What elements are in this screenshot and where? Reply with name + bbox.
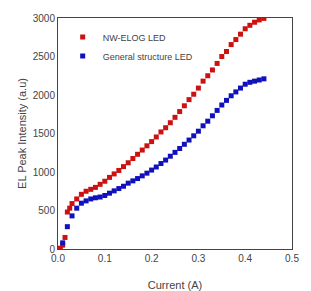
svg-text:0.2: 0.2 <box>145 253 159 264</box>
svg-text:EL Peak Intensity (a.u): EL Peak Intensity (a.u) <box>16 78 28 189</box>
svg-text:1000: 1000 <box>33 167 56 178</box>
svg-text:0.4: 0.4 <box>238 253 252 264</box>
svg-text:0.5: 0.5 <box>285 253 299 264</box>
svg-text:0.3: 0.3 <box>191 253 205 264</box>
svg-text:2000: 2000 <box>33 90 56 101</box>
svg-text:2500: 2500 <box>33 51 56 62</box>
svg-text:General structure LED: General structure LED <box>103 52 193 62</box>
svg-text:0.0: 0.0 <box>51 253 65 264</box>
svg-text:NW-ELOG LED: NW-ELOG LED <box>103 33 166 43</box>
svg-text:0.1: 0.1 <box>98 253 112 264</box>
svg-text:Current (A): Current (A) <box>148 279 202 291</box>
svg-text:3000: 3000 <box>33 13 56 24</box>
svg-text:0: 0 <box>49 244 55 255</box>
svg-text:1500: 1500 <box>33 128 56 139</box>
svg-text:500: 500 <box>38 205 55 216</box>
